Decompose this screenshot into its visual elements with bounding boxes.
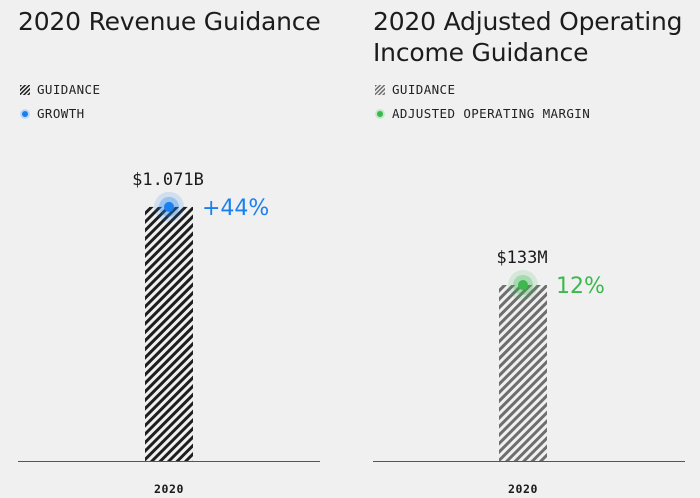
- growth-point: [164, 201, 174, 212]
- operating-income-chart: $133M 12% 2020: [373, 248, 685, 496]
- x-tick-label: 2020: [508, 482, 538, 496]
- operating-income-chart-title: 2020 Adjusted Operating Income Guidance: [373, 7, 683, 67]
- growth-value-label: +44%: [202, 196, 269, 221]
- bar-value-label: $133M: [496, 248, 547, 268]
- legend-item-guidance: GUIDANCE: [375, 82, 455, 97]
- revenue-chart-title: 2020 Revenue Guidance: [18, 7, 321, 36]
- x-tick-label: 2020: [154, 482, 184, 496]
- bar-guidance-2020: [499, 285, 547, 461]
- revenue-panel: 2020 Revenue Guidance GUIDANCE GROWTH $1…: [0, 0, 340, 498]
- legend-label: GROWTH: [37, 106, 85, 121]
- margin-point: [518, 280, 528, 291]
- legend-item-guidance: GUIDANCE: [20, 82, 100, 97]
- revenue-chart: $1.071B +44% 2020: [18, 170, 320, 496]
- operating-income-panel: 2020 Adjusted Operating Income Guidance …: [355, 0, 700, 498]
- bar-value-label: $1.071B: [132, 170, 204, 190]
- legend-item-growth: GROWTH: [20, 106, 85, 121]
- hatch-swatch-icon: [375, 84, 385, 95]
- green-dot-icon: [375, 108, 385, 119]
- bar-guidance-2020: [145, 206, 193, 461]
- legend-label: GUIDANCE: [37, 82, 101, 97]
- hatch-swatch-icon: [20, 84, 30, 95]
- legend-item-margin: ADJUSTED OPERATING MARGIN: [375, 106, 590, 121]
- legend-label: GUIDANCE: [392, 82, 456, 97]
- margin-value-label: 12%: [556, 274, 605, 299]
- blue-dot-icon: [20, 108, 30, 119]
- legend-label: ADJUSTED OPERATING MARGIN: [392, 106, 591, 121]
